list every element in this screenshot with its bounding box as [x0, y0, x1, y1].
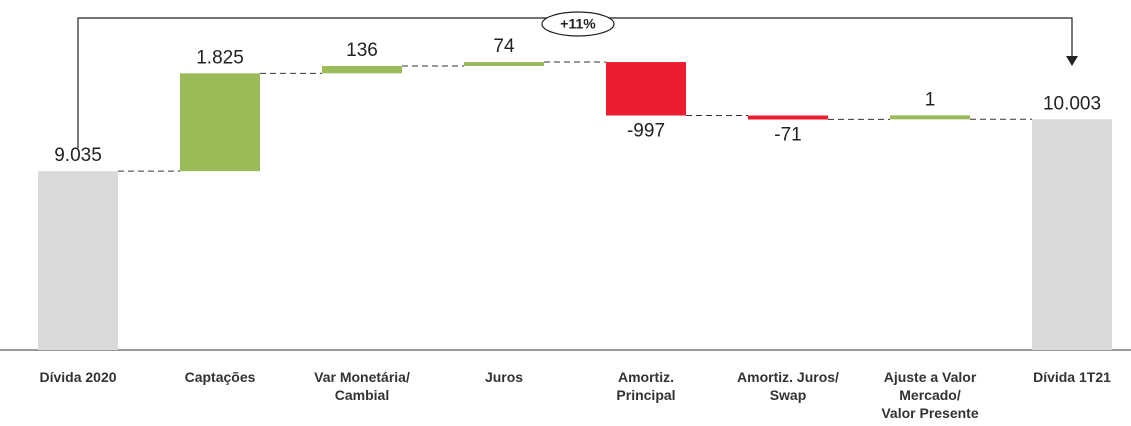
x-tick-label-line: Amortiz. Juros/ [737, 369, 839, 385]
x-tick-label: Dívida 1T21 [1033, 369, 1111, 385]
arrow-head [1066, 56, 1078, 66]
x-tick-label: Var Monetária/Cambial [314, 369, 410, 403]
annotation: +11% [560, 16, 596, 32]
value-label: 1 [925, 89, 936, 110]
x-tick-label: Amortiz. Juros/Swap [737, 369, 839, 403]
x-tick-label: Captações [185, 369, 256, 385]
x-tick-label-line: Dívida 2020 [39, 369, 116, 385]
bar [38, 171, 118, 350]
value-label: -71 [774, 125, 801, 146]
x-tick-label-line: Principal [616, 387, 675, 403]
value-label: 136 [346, 40, 378, 61]
x-tick-label-line: Dívida 1T21 [1033, 369, 1111, 385]
x-tick-label-line: Cambial [335, 387, 389, 403]
x-tick-label: Amortiz. Principal [616, 369, 675, 403]
value-label: 74 [493, 36, 515, 57]
value-label: 10.003 [1043, 93, 1101, 114]
x-tick-label: Dívida 2020 [39, 369, 116, 385]
x-tick-label-line: Juros [485, 369, 523, 385]
annotation-oval [541, 11, 615, 37]
x-tick-label-line: Captações [185, 369, 256, 385]
x-tick-label-line: Swap [770, 387, 807, 403]
bar [606, 62, 686, 116]
bar [180, 73, 260, 172]
bar [1032, 119, 1112, 350]
bar [464, 62, 544, 67]
x-tick-label: Ajuste a Valor Mercado/Valor Presente [881, 369, 978, 421]
x-tick-label-line: Amortiz. [618, 369, 674, 385]
bar [322, 66, 402, 74]
x-tick-label-line: Ajuste a Valor [884, 369, 977, 385]
x-tick-label-line: Mercado/ [899, 387, 961, 403]
x-tick-label-line: Valor Presente [881, 405, 978, 421]
value-label: 1.825 [196, 47, 244, 68]
value-label: 9.035 [54, 145, 102, 166]
x-tick-label: Juros [485, 369, 523, 385]
value-label: -997 [627, 121, 665, 142]
x-tick-label-line: Var Monetária/ [314, 369, 410, 385]
bar [890, 115, 970, 120]
bar [748, 115, 828, 120]
